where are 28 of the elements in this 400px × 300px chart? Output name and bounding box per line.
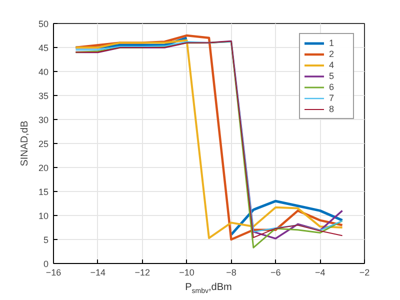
y-tick-label: 40 <box>38 67 49 77</box>
x-axis-title: P$_{smbv}$,dBm <box>184 281 233 297</box>
legend-label: 4 <box>329 60 336 70</box>
x-tick-label: −10 <box>179 268 194 278</box>
y-tick-label: 5 <box>43 235 49 245</box>
legend-label: 5 <box>329 71 336 81</box>
y-tick-label: 15 <box>38 187 49 197</box>
x-tick-label: −2 <box>359 268 370 278</box>
legend-label: 2 <box>329 49 336 59</box>
y-tick-label: 35 <box>38 91 49 101</box>
y-tick-label: 45 <box>38 43 49 53</box>
y-tick-label: 10 <box>38 211 49 221</box>
x-tick-label: −14 <box>90 268 106 278</box>
y-tick-label: 0 <box>43 259 49 269</box>
legend-label: 6 <box>329 82 336 92</box>
x-tick-label: −16 <box>46 268 62 278</box>
y-tick-label: 50 <box>38 19 49 29</box>
legend-label: 7 <box>329 93 336 103</box>
y-tick-label: 25 <box>38 139 49 149</box>
x-tick-label: −12 <box>134 268 150 278</box>
x-tick-label: −8 <box>226 268 236 278</box>
legend-label: 8 <box>329 104 336 114</box>
legend-label: 1 <box>329 38 336 48</box>
y-tick-label: 30 <box>38 115 49 125</box>
y-axis-title: SINAD,dB <box>19 120 30 166</box>
y-tick-label: 20 <box>38 163 49 173</box>
x-tick-label: −6 <box>270 268 281 278</box>
x-tick-label: −4 <box>314 268 326 278</box>
